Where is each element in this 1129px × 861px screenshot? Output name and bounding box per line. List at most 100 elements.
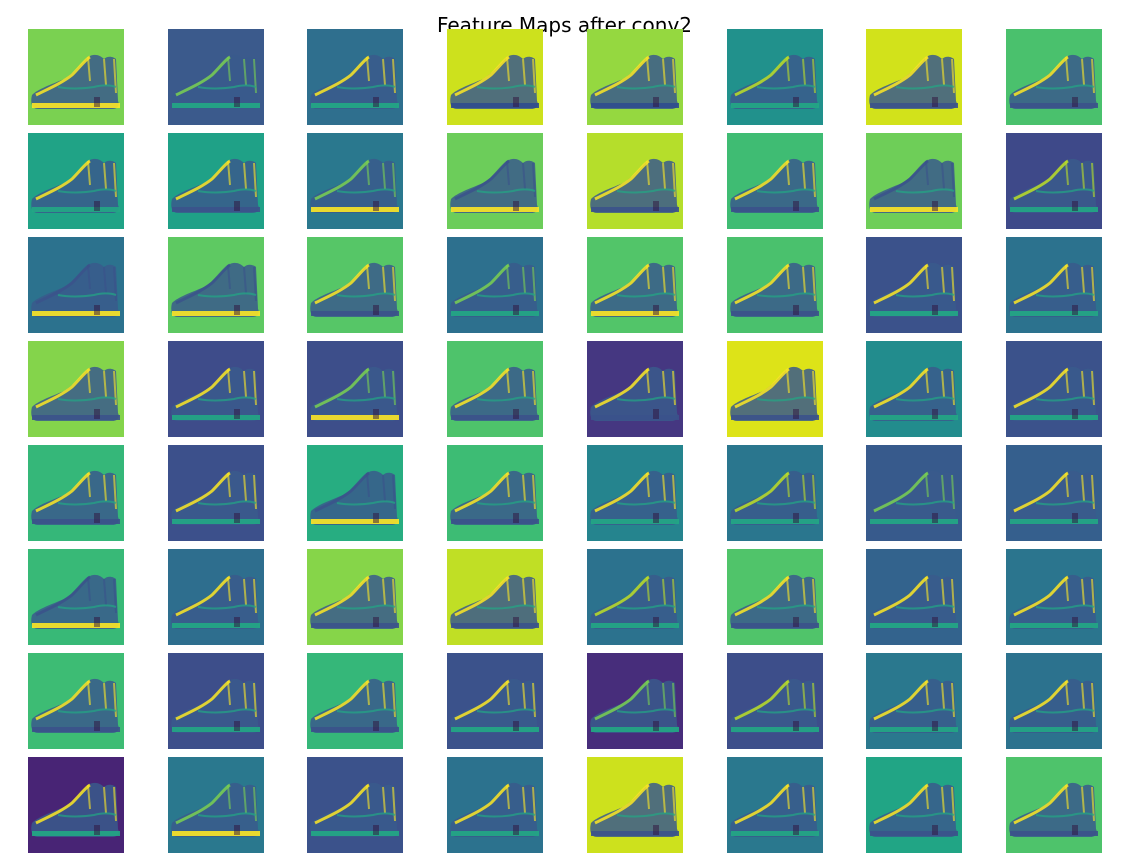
feature-map-tile xyxy=(727,757,823,853)
feature-map-tile xyxy=(587,133,683,229)
sole-band xyxy=(731,519,819,524)
texture-line xyxy=(616,708,676,714)
texture-line xyxy=(336,84,396,90)
boot-silhouette xyxy=(31,366,119,421)
feature-map-tile xyxy=(727,341,823,437)
feature-map-tile xyxy=(1006,757,1102,853)
texture-line xyxy=(895,292,955,298)
edge-highlight xyxy=(454,55,510,97)
heel-shadow xyxy=(234,825,240,835)
heel-shadow xyxy=(1072,201,1078,211)
edge-highlight xyxy=(594,367,650,409)
heel-shadow xyxy=(373,617,379,627)
sole-band xyxy=(1010,519,1098,524)
sole-band xyxy=(731,103,819,108)
boot-silhouette xyxy=(310,470,398,525)
boot-silhouette xyxy=(869,158,957,213)
heel-shadow xyxy=(513,721,519,731)
texture-line xyxy=(336,604,396,610)
feature-map-tile xyxy=(1006,341,1102,437)
feature-map-tile xyxy=(866,29,962,125)
heel-shadow xyxy=(793,409,799,419)
feature-map-tile xyxy=(587,445,683,541)
feature-map-tile xyxy=(28,341,124,437)
feature-map-tile xyxy=(447,341,543,437)
texture-line xyxy=(57,188,117,194)
feature-map-tile xyxy=(1006,133,1102,229)
boot-silhouette xyxy=(171,262,259,317)
sole-band xyxy=(32,415,120,420)
sole-band xyxy=(32,311,120,316)
edge-highlight xyxy=(314,783,370,825)
edge-highlight xyxy=(1013,783,1069,825)
heel-shadow xyxy=(373,721,379,731)
texture-line xyxy=(756,812,816,818)
heel-shadow xyxy=(373,513,379,523)
boot-silhouette xyxy=(310,262,398,317)
boot-silhouette xyxy=(1009,470,1097,525)
sole-band xyxy=(32,103,120,108)
boot-silhouette xyxy=(310,782,398,837)
sole-band xyxy=(311,415,399,420)
feature-map-tile xyxy=(168,653,264,749)
heel-shadow xyxy=(932,97,938,107)
edge-highlight xyxy=(873,783,929,825)
feature-map-tile xyxy=(28,29,124,125)
heel-shadow xyxy=(234,617,240,627)
sole-band xyxy=(32,623,120,628)
heel-shadow xyxy=(373,201,379,211)
edge-highlight xyxy=(594,679,650,721)
boot-silhouette xyxy=(1009,262,1097,317)
edge-highlight xyxy=(175,263,231,305)
feature-map-tile xyxy=(28,237,124,333)
edge-highlight xyxy=(1013,55,1069,97)
sole-band xyxy=(591,727,679,732)
sole-band xyxy=(1010,415,1098,420)
edge-highlight xyxy=(1013,679,1069,721)
heel-shadow xyxy=(234,409,240,419)
sole-band xyxy=(32,207,120,212)
heel-shadow xyxy=(513,201,519,211)
heel-shadow xyxy=(793,201,799,211)
texture-line xyxy=(756,708,816,714)
texture-line xyxy=(197,84,257,90)
texture-line xyxy=(616,396,676,402)
edge-highlight xyxy=(873,575,929,617)
edge-highlight xyxy=(873,263,929,305)
edge-highlight xyxy=(1013,471,1069,513)
edge-highlight xyxy=(594,783,650,825)
edge-highlight xyxy=(734,471,790,513)
feature-map-tile xyxy=(168,445,264,541)
feature-map-tile xyxy=(587,757,683,853)
sole-band xyxy=(731,727,819,732)
feature-map-tile xyxy=(28,757,124,853)
texture-line xyxy=(756,84,816,90)
boot-silhouette xyxy=(310,158,398,213)
boot-silhouette xyxy=(310,574,398,629)
feature-map-tile xyxy=(866,341,962,437)
feature-map-tile xyxy=(168,29,264,125)
sole-band xyxy=(451,831,539,836)
texture-line xyxy=(476,604,536,610)
heel-shadow xyxy=(932,513,938,523)
sole-band xyxy=(1010,623,1098,628)
heel-shadow xyxy=(1072,409,1078,419)
heel-shadow xyxy=(653,97,659,107)
heel-shadow xyxy=(513,305,519,315)
texture-line xyxy=(616,500,676,506)
edge-highlight xyxy=(35,783,91,825)
feature-map-tile xyxy=(1006,653,1102,749)
boot-silhouette xyxy=(450,574,538,629)
feature-map-tile xyxy=(447,549,543,645)
sole-band xyxy=(870,207,958,212)
heel-shadow xyxy=(373,97,379,107)
texture-line xyxy=(336,292,396,298)
texture-line xyxy=(1035,604,1095,610)
edge-highlight xyxy=(1013,367,1069,409)
sole-band xyxy=(1010,207,1098,212)
edge-highlight xyxy=(454,783,510,825)
texture-line xyxy=(895,84,955,90)
feature-map-tile xyxy=(28,445,124,541)
texture-line xyxy=(197,188,257,194)
feature-map-tile xyxy=(1006,549,1102,645)
